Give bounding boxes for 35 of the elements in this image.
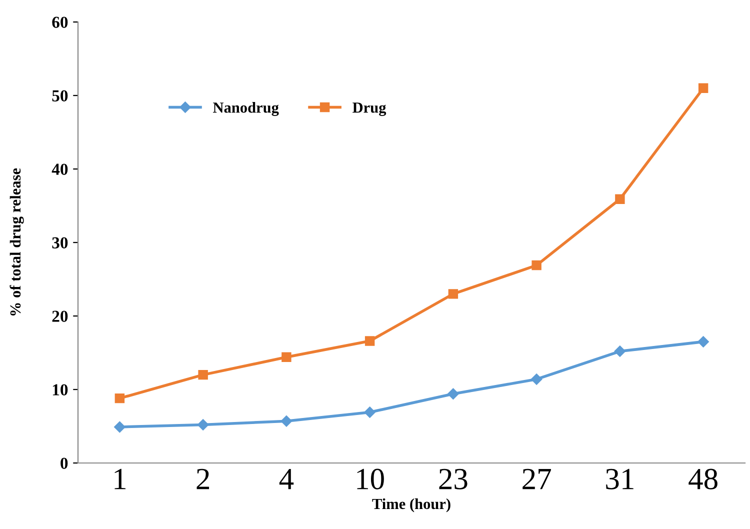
y-axis-title: % of total drug release (10, 168, 24, 316)
y-tick-label: 20 (52, 310, 68, 322)
y-tick-label: 10 (52, 384, 68, 396)
y-tick-label: 0 (60, 458, 68, 469)
x-axis-title: Time (hour) (372, 498, 450, 512)
point (197, 419, 209, 430)
point (615, 194, 625, 204)
point (364, 336, 375, 346)
x-tick-label: 10 (357, 468, 384, 490)
x-tick-label: 2 (196, 468, 210, 490)
legend-label: Drug (352, 102, 386, 116)
point (448, 388, 459, 400)
y-tick-label: 50 (52, 90, 68, 102)
y-tick-label: 40 (52, 164, 68, 175)
point (280, 416, 292, 427)
y-tick-label: 30 (52, 237, 68, 248)
point (114, 421, 126, 433)
x-tick-label: 48 (688, 468, 718, 490)
point (198, 370, 208, 380)
x-tick-label: 31 (606, 468, 634, 490)
point (614, 346, 626, 357)
point (530, 374, 542, 385)
point (532, 260, 542, 270)
point (282, 352, 292, 362)
point (448, 289, 458, 299)
x-tick-label: 1 (114, 468, 126, 490)
legend-label: Nanodrug (213, 102, 279, 116)
point (114, 393, 125, 404)
point (698, 336, 709, 348)
x-tick-label: 27 (522, 468, 551, 490)
y-tick-label: 60 (52, 16, 68, 28)
point (364, 406, 376, 418)
point (698, 83, 708, 94)
x-tick-label: 4 (279, 468, 294, 490)
x-tick-label: 23 (439, 468, 468, 490)
